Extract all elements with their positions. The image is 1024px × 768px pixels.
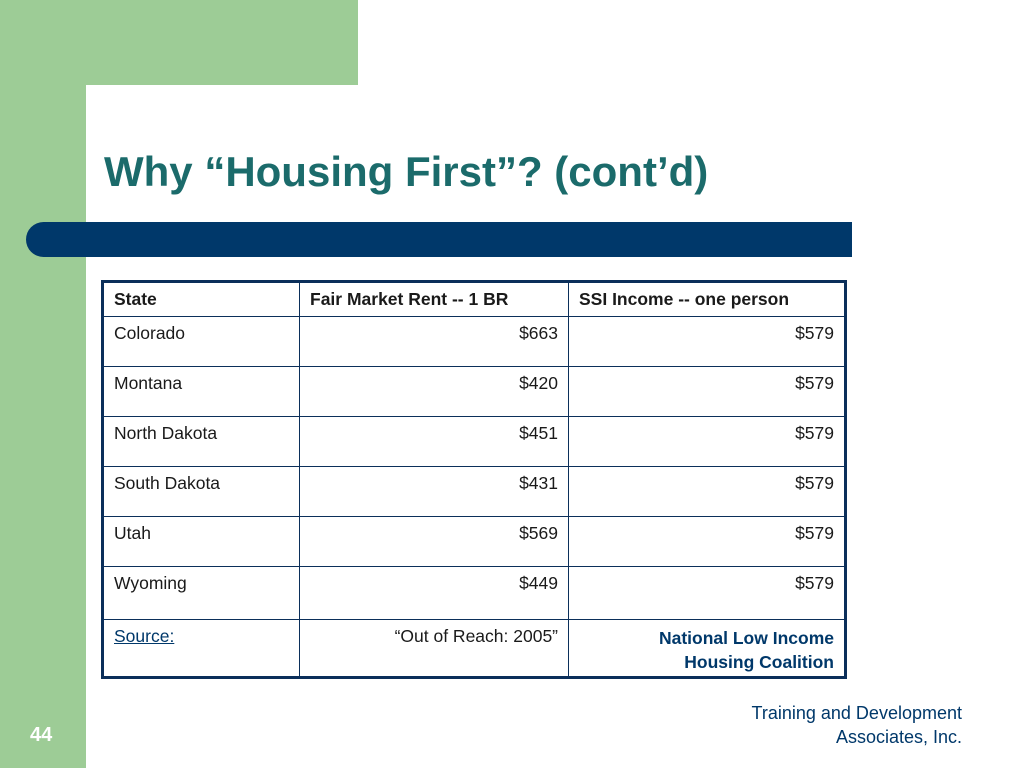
source-publication: “Out of Reach: 2005”	[299, 619, 569, 678]
source-row: Source: “Out of Reach: 2005” National Lo…	[102, 619, 846, 678]
state-cell: South Dakota	[102, 466, 300, 517]
slide-title: Why “Housing First”? (cont’d)	[104, 148, 709, 195]
rent-cell: $663	[299, 316, 569, 367]
table-row: Wyoming $449 $579	[102, 566, 846, 620]
rent-income-table: State Fair Market Rent -- 1 BR SSI Incom…	[101, 280, 847, 679]
title-underline-bar	[26, 222, 852, 257]
header-fair-market-rent: Fair Market Rent -- 1 BR	[299, 281, 569, 317]
source-organization-cell: National Low Income Housing Coalition	[568, 619, 846, 678]
ssi-cell: $579	[568, 516, 846, 567]
page-number: 44	[30, 724, 53, 746]
source-link[interactable]: Source:	[114, 626, 175, 646]
source-org-line1: National Low Income	[658, 628, 834, 648]
ssi-cell: $579	[568, 366, 846, 417]
source-label-cell: Source:	[102, 619, 300, 678]
ssi-cell: $579	[568, 466, 846, 517]
table-row: South Dakota $431 $579	[102, 466, 846, 517]
footer-line2: Associates, Inc.	[835, 727, 962, 747]
table-row: Utah $569 $579	[102, 516, 846, 567]
state-cell: Utah	[102, 516, 300, 567]
footer-credit: Training and Development Associates, Inc…	[752, 701, 962, 749]
ssi-cell: $579	[568, 316, 846, 367]
left-green-band	[0, 0, 86, 768]
top-green-band	[0, 0, 358, 85]
state-cell: North Dakota	[102, 416, 300, 467]
ssi-cell: $579	[568, 416, 846, 467]
rent-cell: $431	[299, 466, 569, 517]
table-row: Montana $420 $579	[102, 366, 846, 417]
rent-cell: $420	[299, 366, 569, 417]
state-cell: Wyoming	[102, 566, 300, 620]
state-cell: Montana	[102, 366, 300, 417]
header-ssi-income: SSI Income -- one person	[568, 281, 846, 317]
rent-cell: $451	[299, 416, 569, 467]
rent-cell: $569	[299, 516, 569, 567]
state-cell: Colorado	[102, 316, 300, 367]
footer-line1: Training and Development	[751, 703, 962, 723]
table-row: Colorado $663 $579	[102, 316, 846, 367]
ssi-cell: $579	[568, 566, 846, 620]
header-state: State	[102, 281, 300, 317]
table-row: North Dakota $451 $579	[102, 416, 846, 467]
rent-cell: $449	[299, 566, 569, 620]
table-header-row: State Fair Market Rent -- 1 BR SSI Incom…	[102, 281, 846, 317]
source-org-line2: Housing Coalition	[684, 652, 834, 672]
